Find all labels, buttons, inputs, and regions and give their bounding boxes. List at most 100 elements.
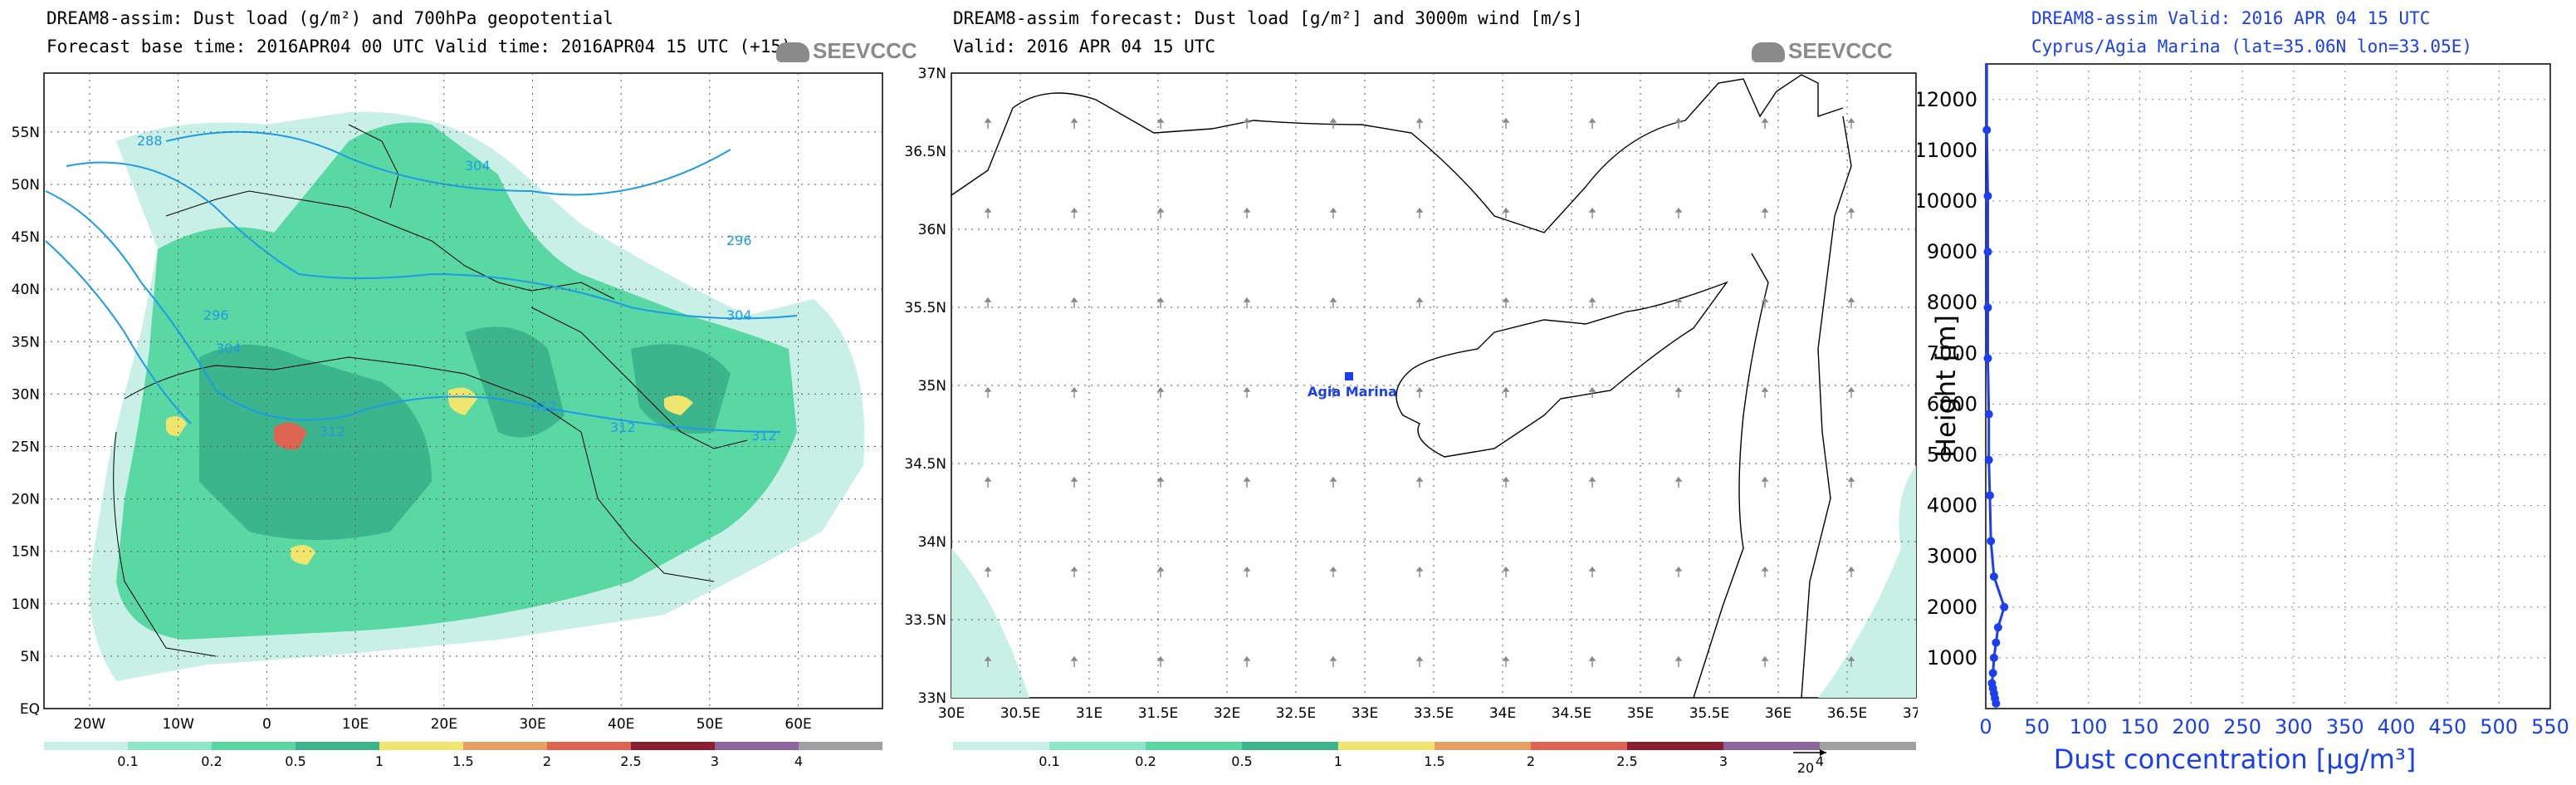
panel1-logo: SEEVCCC (776, 38, 917, 64)
arrowhead-icon (1847, 655, 1855, 661)
profile-point (1982, 125, 1992, 135)
colorbar-label: 2 (1527, 753, 1535, 769)
contour-label: 312 (531, 399, 557, 415)
y-tick-label: 36.5N (904, 144, 946, 160)
colorbar-swatch (1435, 742, 1531, 750)
y-tick-label: 50N (12, 177, 40, 194)
colorbar-label: 3 (1719, 753, 1728, 769)
panel2-map: Agia Marina 30E 30.5E 31E 31.5E 32E 32.5E 33E 3… (904, 66, 1918, 776)
colorbar-label: 0.2 (201, 753, 222, 769)
arrowhead-icon (1415, 117, 1424, 123)
x-tick-label: 450 (2428, 715, 2466, 738)
y-tick-label: 40N (12, 282, 40, 298)
x-tick-label: 34.5E (1552, 705, 1592, 722)
arrowhead-icon (1243, 117, 1251, 123)
arrowhead-icon (1415, 386, 1424, 392)
arrowhead-icon (1156, 297, 1165, 302)
y-tick-label: 12000 (1918, 88, 1977, 111)
arrowhead-icon (1761, 476, 1769, 482)
y-tick-label: EQ (20, 701, 40, 718)
arrowhead-icon (1502, 297, 1510, 302)
arrowhead-icon (1156, 566, 1165, 572)
colorbar-label: 0.5 (285, 753, 306, 769)
x-tick-label: 36E (1765, 705, 1791, 722)
cloud-icon (1752, 42, 1785, 63)
colorbar-swatch (799, 742, 882, 750)
y-tick-label: 33N (918, 690, 946, 707)
contour-label: 296 (726, 233, 752, 248)
arrowhead-icon (1415, 297, 1424, 302)
arrowhead-icon (1070, 655, 1078, 661)
colorbar-label: 3 (711, 753, 719, 769)
panel2-colorbar: 0.1 0.2 0.5 1 1.5 2 2.5 3 4 (953, 742, 1916, 769)
panel3-title: DREAM8-assim Valid: 2016 APR 04 15 UTC (2031, 8, 2431, 28)
panel3-subtitle: Cyprus/Agia Marina (lat=35.06N lon=33.05… (2031, 37, 2473, 56)
colorbar-swatch (44, 742, 128, 750)
y-axis-label: Height [m] (1930, 315, 1962, 458)
colorbar-swatch (1338, 742, 1435, 750)
colorbar-swatch (1627, 742, 1723, 750)
profile-gridlines (1986, 64, 2550, 709)
panel2-dust-area (951, 548, 1029, 698)
x-tick-label: 400 (2378, 715, 2416, 738)
station-marker (1345, 372, 1353, 380)
arrowhead-icon (1156, 117, 1165, 123)
x-axis-label: Dust concentration [µg/m³] (2054, 743, 2417, 775)
panel2-gridlines (951, 73, 1916, 698)
panel1-gridlines (44, 73, 882, 709)
x-tick-label: 20W (74, 716, 106, 733)
profile-chart: 0 50 100 150 200 250 300 350 400 450 500 550 1000 20… (1918, 63, 2569, 775)
arrowhead-icon (984, 207, 992, 213)
arrowhead-icon (1415, 566, 1424, 572)
arrowhead-icon (1502, 386, 1510, 392)
arrowhead-icon (1329, 297, 1337, 302)
x-tick-label: 350 (2326, 715, 2364, 738)
colorbar-label: 0.2 (1135, 753, 1156, 769)
panel2-y-axis: 33N 33.5N 34N 34.5N 35N 35.5N 36N 36.5N 37N (904, 66, 946, 707)
arrowhead-icon (1415, 476, 1424, 482)
arrowhead-icon (1329, 207, 1337, 213)
x-tick-label: 37E (1903, 705, 1918, 722)
y-tick-label: 9000 (1927, 240, 1977, 263)
colorbar-label: 4 (794, 753, 803, 769)
y-tick-label: 25N (12, 439, 40, 456)
arrowhead-icon (1588, 297, 1596, 302)
arrowhead-icon (1502, 476, 1510, 482)
arrowhead-icon (1588, 386, 1596, 392)
profile-point (1983, 354, 1992, 363)
x-tick-label: 550 (2531, 715, 2569, 738)
arrowhead-icon (1502, 566, 1510, 572)
colorbar-label: 0.1 (1039, 753, 1059, 769)
y-tick-label: 3000 (1927, 545, 1977, 568)
y-tick-label: 30N (12, 386, 40, 403)
arrowhead-icon (1415, 207, 1424, 213)
arrowhead-icon (984, 117, 992, 123)
x-tick-label: 33E (1352, 705, 1378, 722)
x-tick-label: 32.5E (1276, 705, 1317, 722)
arrowhead-icon (1243, 476, 1251, 482)
arrowhead-icon (1761, 117, 1769, 123)
arrowhead-icon (1588, 655, 1596, 661)
arrowhead-icon (1761, 566, 1769, 572)
colorbar-swatch (1531, 742, 1627, 750)
y-tick-label: 45N (12, 229, 40, 246)
arrowhead-icon (1674, 207, 1683, 213)
profile-point (1984, 410, 1993, 419)
y-tick-label: 1000 (1927, 646, 1977, 670)
colorbar-swatch (212, 742, 296, 750)
x-tick-label: 33.5E (1414, 705, 1454, 722)
arrowhead-icon (1674, 655, 1683, 661)
arrowhead-icon (1847, 566, 1855, 572)
y-tick-label: 34.5N (904, 456, 946, 473)
colorbar-swatch (1242, 742, 1338, 750)
colorbar-swatch (1049, 742, 1146, 750)
profile-point (1983, 191, 1992, 200)
arrowhead-icon (1674, 386, 1683, 392)
arrowhead-icon (984, 655, 992, 661)
arrowhead-icon (1243, 297, 1251, 302)
contour-label: 304 (216, 341, 242, 356)
arrowhead-icon (1329, 566, 1337, 572)
panel1-geopotential-contours (45, 130, 798, 433)
dust-profile-points (1982, 125, 2009, 708)
colorbar-swatch (1146, 742, 1242, 750)
